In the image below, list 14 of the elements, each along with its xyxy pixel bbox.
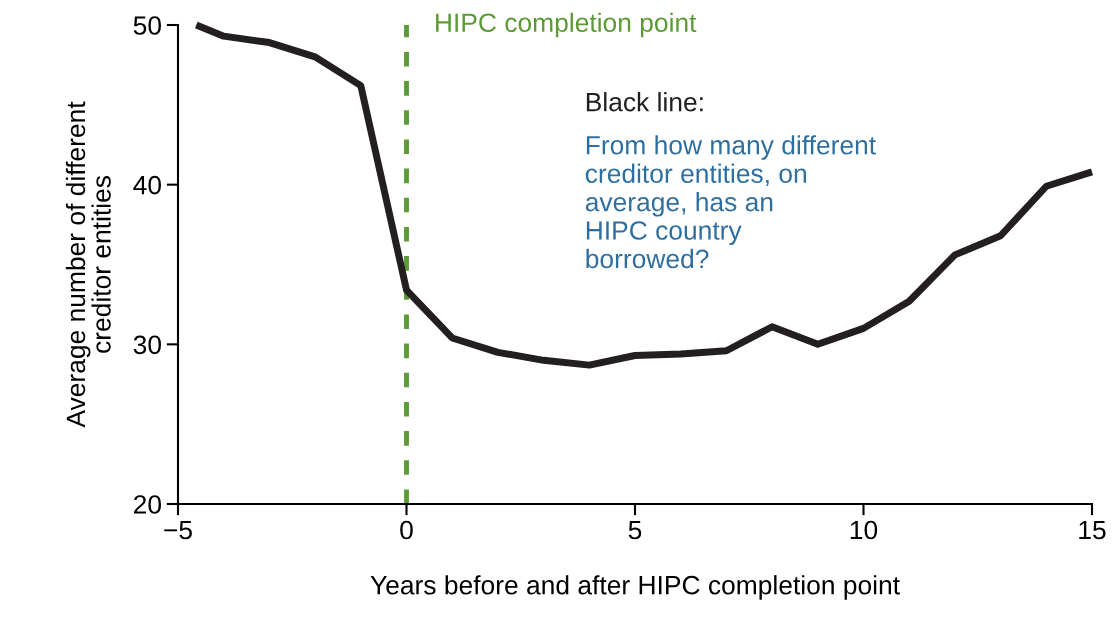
y-tick-label: 40 bbox=[133, 175, 161, 195]
x-axis-title: Years before and after HIPC completion point bbox=[370, 575, 900, 600]
annotation: Black line: bbox=[586, 92, 703, 112]
y-tick-label: 50 bbox=[133, 16, 161, 35]
x-tick-label: −5 bbox=[164, 520, 192, 540]
x-tick-label: 15 bbox=[1079, 520, 1106, 540]
ref-line-label: HIPC completion point bbox=[436, 12, 697, 38]
y-tick-label: 30 bbox=[133, 335, 161, 355]
annotation: From how many different creditor entities, on average, has an HIPC country borrowed? bbox=[585, 135, 876, 269]
x-tick-label: 10 bbox=[850, 520, 878, 540]
y-tick-label: 20 bbox=[134, 495, 161, 514]
x-tick-label: 0 bbox=[400, 520, 413, 540]
x-tick-label: 5 bbox=[628, 520, 642, 540]
y-axis-title: Average number of different creditor entities bbox=[65, 101, 111, 428]
